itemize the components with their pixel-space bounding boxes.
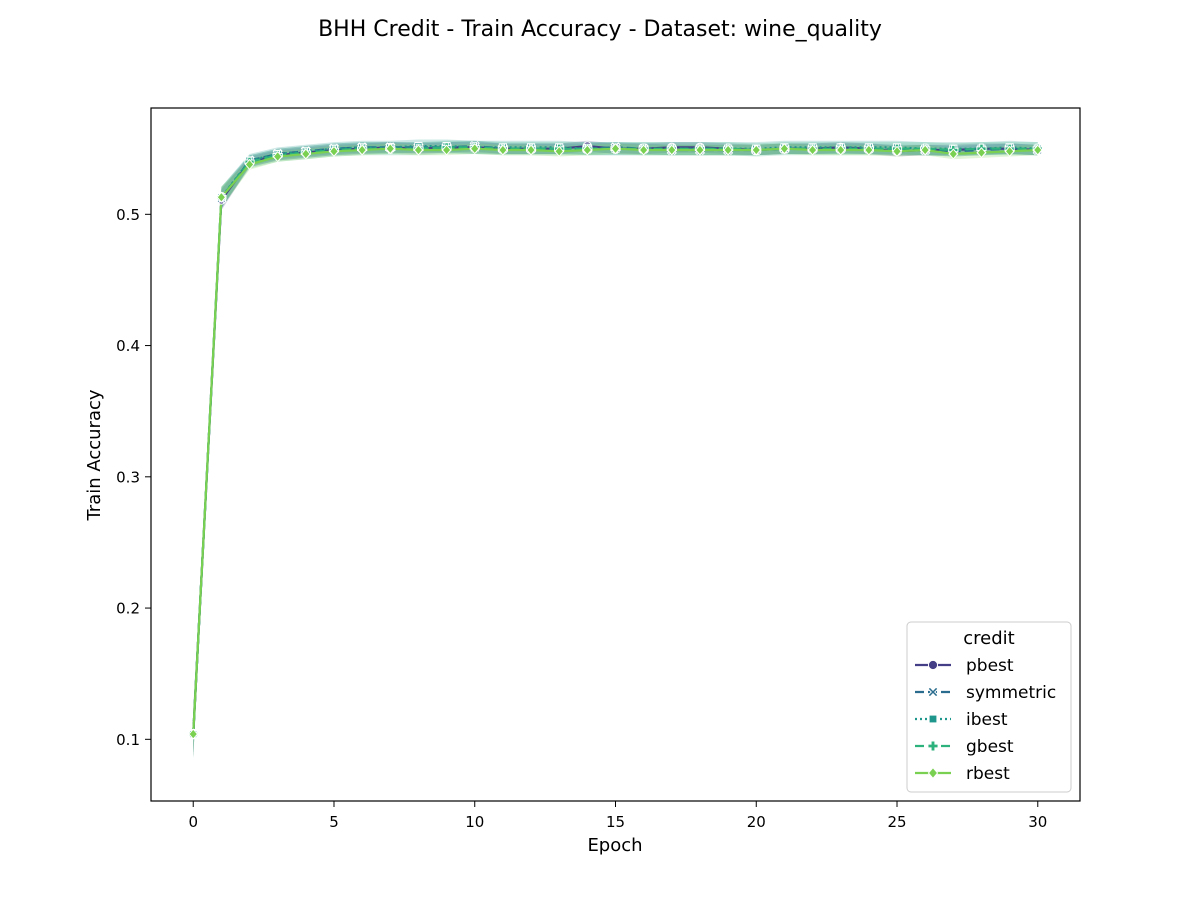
x-tick-label: 0 — [188, 813, 198, 831]
x-tick-label: 5 — [329, 813, 339, 831]
point-rbest — [441, 144, 452, 156]
point-rbest — [976, 147, 987, 159]
y-tick-label: 0.5 — [116, 206, 140, 224]
x-tick-label: 25 — [887, 813, 906, 831]
point-rbest — [188, 728, 199, 740]
y-axis-label: Train Accuracy — [84, 389, 105, 521]
chart-title: BHH Credit - Train Accuracy - Dataset: w… — [318, 17, 882, 42]
point-rbest — [357, 144, 367, 156]
point-rbest — [835, 144, 846, 156]
point-rbest — [244, 158, 255, 171]
point-rbest — [413, 144, 424, 156]
point-rbest — [807, 144, 818, 156]
x-axis-label: Epoch — [587, 835, 642, 856]
legend-marker-gbest — [927, 740, 939, 752]
x-axis-ticks: 0 5 10 15 20 25 30 — [188, 801, 1047, 831]
point-rbest — [526, 144, 536, 156]
legend-marker-symmetric — [927, 686, 939, 698]
legend-items: pbest symmetric ibest gbest rbest — [915, 656, 1056, 784]
x-tick-label: 30 — [1028, 813, 1047, 831]
point-rbest — [498, 144, 508, 156]
legend-label-symmetric: symmetric — [966, 683, 1056, 703]
point-rbest — [582, 144, 593, 156]
legend-label-ibest: ibest — [966, 710, 1008, 730]
point-rbest — [864, 144, 874, 156]
x-tick-label: 10 — [465, 813, 484, 831]
point-rbest — [920, 144, 931, 156]
legend-label-rbest: rbest — [966, 764, 1010, 784]
x-tick-label: 20 — [747, 813, 766, 831]
point-rbest — [385, 143, 396, 155]
point-rbest — [610, 143, 621, 155]
point-rbest — [554, 145, 565, 157]
legend-marker-pbest — [927, 659, 939, 671]
y-tick-label: 0.4 — [116, 337, 140, 355]
legend-title: credit — [963, 628, 1014, 649]
point-rbest — [1032, 144, 1043, 156]
point-rbest — [329, 145, 339, 157]
point-rbest — [300, 148, 311, 160]
point-rbest — [751, 144, 762, 156]
legend-marker-rbest — [927, 766, 939, 780]
point-rbest — [666, 144, 677, 156]
point-rbest — [695, 144, 705, 156]
point-rbest — [948, 148, 959, 160]
point-rbest — [469, 143, 480, 155]
point-rbest — [892, 145, 902, 157]
series-markers — [188, 140, 1043, 740]
y-tick-label: 0.1 — [116, 731, 140, 749]
legend: credit pbest symmetric ibest gbest rbest — [906, 621, 1072, 793]
y-axis-ticks: 0.1 0.2 0.3 0.4 0.5 — [116, 206, 151, 749]
y-tick-label: 0.3 — [116, 468, 140, 486]
legend-label-gbest: gbest — [966, 737, 1014, 757]
point-rbest — [723, 144, 733, 156]
point-rbest — [779, 143, 790, 155]
point-rbest — [216, 191, 227, 203]
point-rbest — [272, 150, 283, 163]
point-rbest — [638, 144, 649, 156]
x-tick-label: 15 — [606, 813, 625, 831]
point-rbest — [1004, 145, 1015, 157]
legend-label-pbest: pbest — [966, 656, 1014, 676]
y-tick-label: 0.2 — [116, 600, 140, 618]
legend-marker-ibest — [928, 714, 938, 724]
